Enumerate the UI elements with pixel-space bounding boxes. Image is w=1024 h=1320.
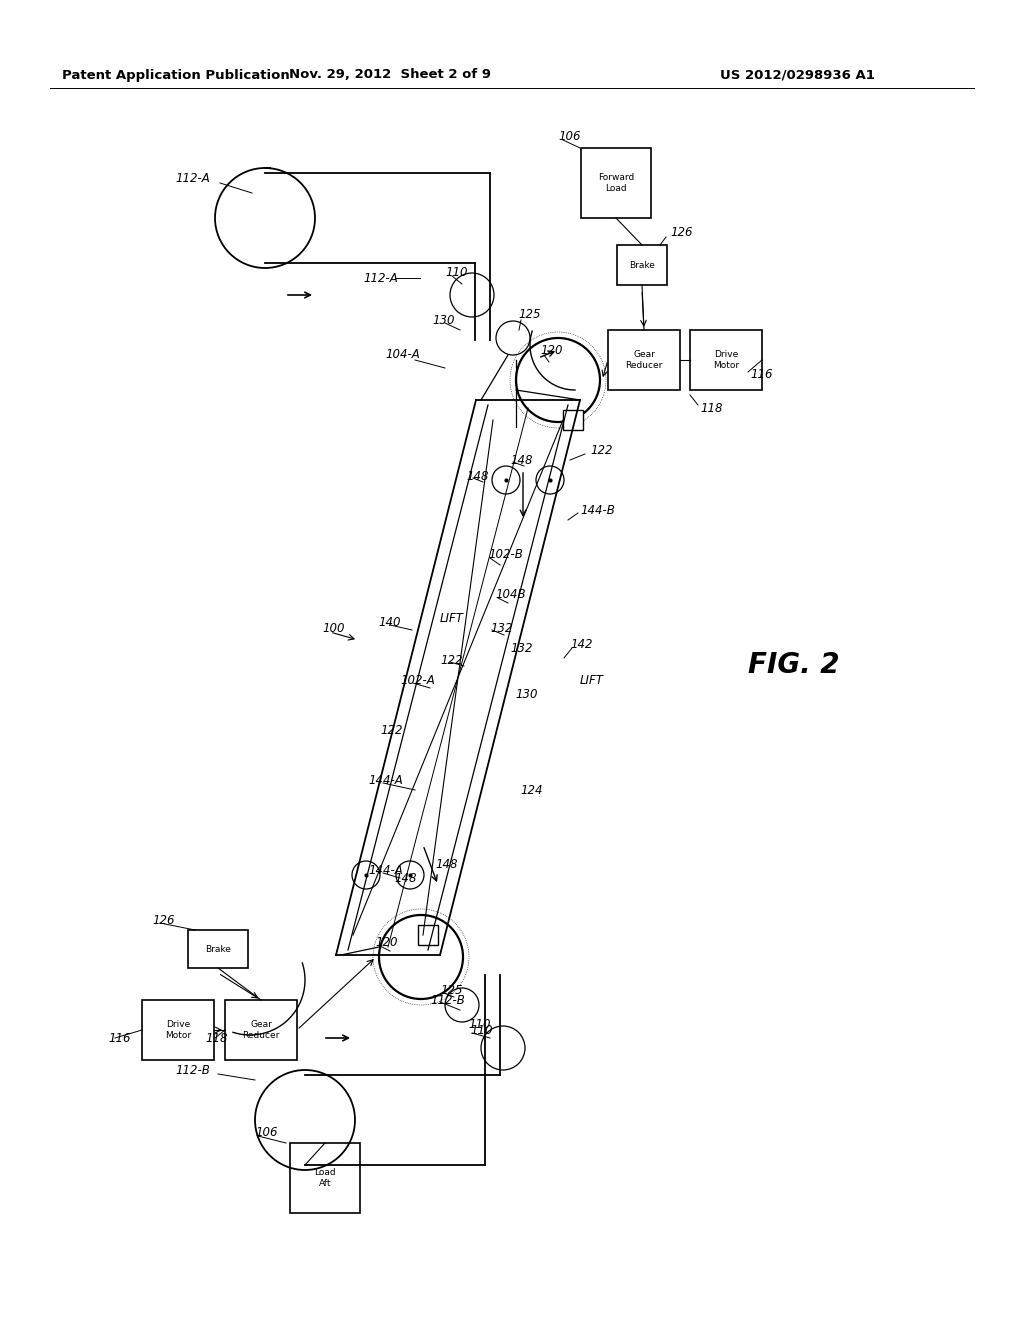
- Text: 112-A: 112-A: [362, 272, 397, 285]
- Text: Drive
Motor: Drive Motor: [713, 350, 739, 370]
- Text: 100: 100: [322, 622, 344, 635]
- Text: Brake: Brake: [205, 945, 231, 953]
- Text: 112-B: 112-B: [175, 1064, 210, 1077]
- Text: 110: 110: [445, 265, 468, 279]
- Text: 130: 130: [432, 314, 455, 326]
- Text: 110: 110: [468, 1019, 490, 1031]
- Text: 125: 125: [440, 983, 463, 997]
- Text: 118: 118: [205, 1031, 227, 1044]
- Text: Patent Application Publication: Patent Application Publication: [62, 69, 290, 82]
- Text: 116: 116: [108, 1031, 130, 1044]
- Text: 148: 148: [394, 871, 417, 884]
- Text: 104B: 104B: [495, 589, 525, 602]
- Text: 120: 120: [375, 936, 397, 949]
- Text: 148: 148: [435, 858, 458, 871]
- Text: 148: 148: [466, 470, 488, 483]
- Text: 126: 126: [670, 226, 692, 239]
- Text: 124: 124: [520, 784, 543, 796]
- Text: LIFT: LIFT: [440, 611, 464, 624]
- Text: 122: 122: [380, 723, 402, 737]
- Text: 106: 106: [255, 1126, 278, 1139]
- Text: 132: 132: [510, 642, 532, 655]
- Text: Drive
Motor: Drive Motor: [165, 1020, 191, 1040]
- Text: Load
Aft: Load Aft: [314, 1168, 336, 1188]
- Text: 122: 122: [440, 653, 463, 667]
- Text: LIFT: LIFT: [580, 673, 604, 686]
- Text: 144-A: 144-A: [368, 863, 402, 876]
- Text: 106: 106: [558, 131, 581, 144]
- Text: Gear
Reducer: Gear Reducer: [626, 350, 663, 370]
- Text: US 2012/0298936 A1: US 2012/0298936 A1: [720, 69, 874, 82]
- Text: Nov. 29, 2012  Sheet 2 of 9: Nov. 29, 2012 Sheet 2 of 9: [289, 69, 490, 82]
- Text: Gear
Reducer: Gear Reducer: [243, 1020, 280, 1040]
- Text: 118: 118: [700, 401, 723, 414]
- Text: 120: 120: [540, 343, 562, 356]
- Text: 130: 130: [515, 689, 538, 701]
- Text: 132: 132: [490, 622, 512, 635]
- FancyBboxPatch shape: [418, 925, 438, 945]
- Text: 144-A: 144-A: [368, 774, 402, 787]
- Text: 112-B: 112-B: [430, 994, 465, 1006]
- Text: 110: 110: [470, 1023, 493, 1036]
- Text: 126: 126: [152, 913, 174, 927]
- Text: 122: 122: [590, 444, 612, 457]
- Text: 148: 148: [510, 454, 532, 466]
- FancyBboxPatch shape: [563, 411, 583, 430]
- Text: 142: 142: [570, 639, 593, 652]
- Text: FIG. 2: FIG. 2: [748, 651, 840, 678]
- Text: 102-B: 102-B: [488, 549, 522, 561]
- Text: 104-A: 104-A: [385, 348, 420, 362]
- Text: 140: 140: [378, 615, 400, 628]
- Text: Forward
Load: Forward Load: [598, 173, 634, 193]
- Text: 102-A: 102-A: [400, 673, 435, 686]
- Text: 112-A: 112-A: [175, 172, 210, 185]
- Text: 144-B: 144-B: [580, 503, 614, 516]
- Text: 125: 125: [518, 309, 541, 322]
- Text: 116: 116: [750, 368, 772, 381]
- Text: Brake: Brake: [629, 260, 655, 269]
